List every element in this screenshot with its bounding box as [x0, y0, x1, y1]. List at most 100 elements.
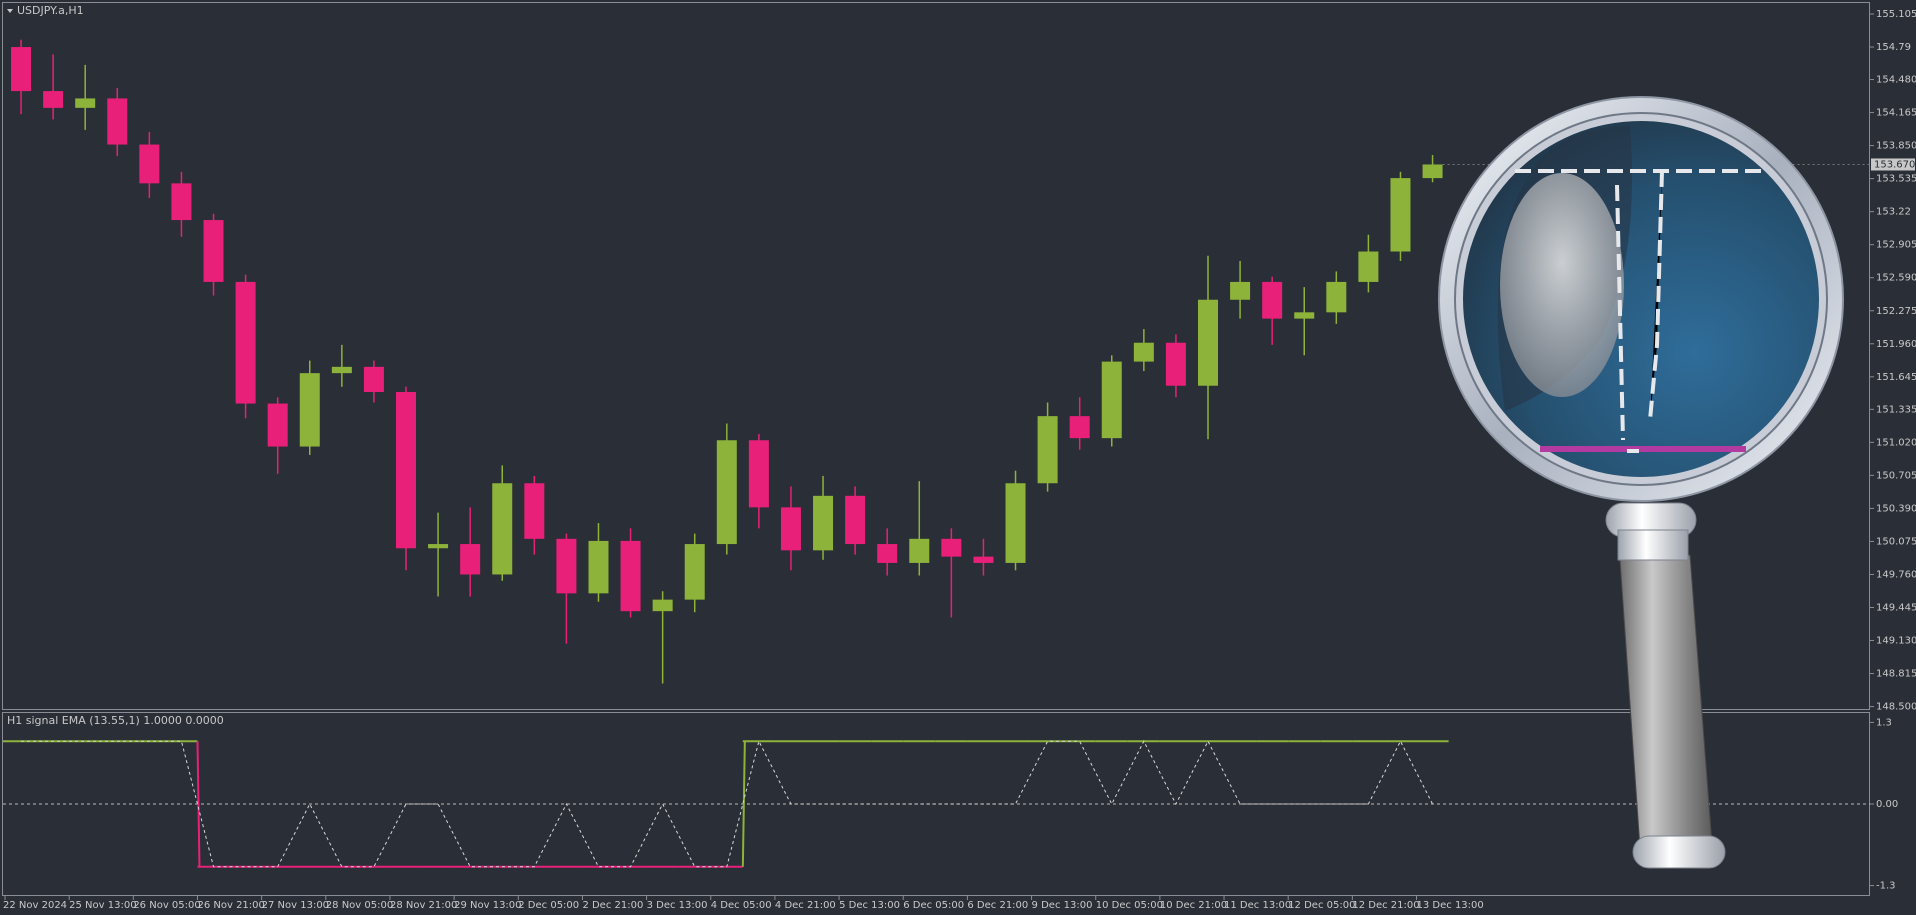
signal-switch [196, 741, 201, 867]
candle-body [1133, 342, 1154, 362]
y-tick-label: 154.480 [1876, 75, 1916, 86]
x-tick-label: 27 Nov 13:00 [262, 900, 329, 911]
candle-body [1262, 281, 1283, 319]
x-tick-label: 13 Dec 13:00 [1417, 900, 1484, 911]
candle-body [780, 507, 801, 551]
dashed-line [21, 739, 1434, 868]
x-tick-label: 11 Dec 13:00 [1224, 900, 1291, 911]
candle-body [1358, 251, 1379, 282]
y-tick-label: 153.22 [1876, 207, 1911, 218]
x-tick-label: 9 Dec 13:00 [1032, 900, 1093, 911]
menu-arrow [7, 9, 13, 13]
candle-body [524, 483, 545, 539]
candle-body [620, 540, 641, 612]
main-pane-frame [2, 2, 1870, 710]
y-tick-label: -1.3 [1876, 881, 1896, 892]
candle-body [1101, 361, 1122, 439]
x-tick-label: 29 Nov 13:00 [454, 900, 521, 911]
plot-area: 155.105 154.79 154.480 154.165 153.850 153.53… [3, 9, 1916, 911]
y-tick-label: 1.3 [1876, 717, 1892, 728]
candle-body [1294, 312, 1315, 319]
x-tick-label: 28 Nov 21:00 [390, 900, 457, 911]
y-tick-label: 152.590 [1876, 273, 1916, 284]
y-tick-label: 153.535 [1876, 174, 1916, 185]
x-tick-label: 4 Dec 05:00 [711, 900, 772, 911]
candle-body [941, 538, 962, 557]
signal-switch [741, 741, 746, 867]
x-tick-label: 10 Dec 21:00 [1160, 900, 1227, 911]
x-tick-label: 5 Dec 13:00 [839, 900, 900, 911]
x-tick-label: 10 Dec 05:00 [1096, 900, 1163, 911]
candle-body [845, 495, 866, 545]
x-tick-label: 25 Nov 13:00 [69, 900, 136, 911]
candle-body [684, 544, 705, 600]
candle-body [363, 366, 384, 393]
x-tick-label: 26 Nov 21:00 [197, 900, 264, 911]
candle-body [43, 91, 64, 108]
candle-body [1005, 483, 1026, 563]
x-tick-label: 6 Dec 21:00 [967, 900, 1028, 911]
y-tick-label: 149.130 [1876, 636, 1916, 647]
x-tick-label: 12 Dec 05:00 [1288, 900, 1355, 911]
candle-body [1037, 416, 1058, 484]
candle-body [813, 495, 834, 551]
candle-body [877, 544, 898, 563]
candle-body [460, 544, 481, 575]
y-tick-label: 149.760 [1876, 569, 1916, 580]
candle-body [139, 144, 160, 184]
candle-body [1422, 164, 1443, 179]
y-tick-label: 0.00 [1876, 799, 1898, 810]
x-tick-label: 2 Dec 21:00 [582, 900, 643, 911]
y-tick-label: 150.705 [1876, 470, 1916, 481]
candle-body [1230, 281, 1251, 300]
x-tick-label: 28 Nov 05:00 [326, 900, 393, 911]
candle-body [396, 392, 416, 549]
x-tick-label: 4 Dec 21:00 [775, 900, 836, 911]
x-tick-label: 12 Dec 21:00 [1352, 900, 1419, 911]
candle-body [267, 403, 288, 447]
candle-body [75, 98, 96, 108]
y-tick-label: 151.645 [1876, 372, 1916, 383]
candle-body [588, 540, 609, 594]
last-price-box [1871, 158, 1915, 171]
y-tick-label: 149.445 [1876, 602, 1916, 613]
candle-body [1165, 342, 1186, 386]
x-tick-label: 2 Dec 05:00 [518, 900, 579, 911]
y-tick-label: 154.79 [1876, 42, 1911, 53]
x-tick-label: 6 Dec 05:00 [903, 900, 964, 911]
candle-body [235, 281, 256, 404]
candle-body [973, 556, 994, 563]
y-tick-label: 155.105 [1876, 9, 1916, 20]
candle-body [1326, 281, 1347, 313]
y-tick-label: 154.165 [1876, 108, 1916, 119]
y-tick-label: 148.500 [1876, 702, 1916, 713]
candle-body [1069, 416, 1090, 439]
candle-body [1198, 299, 1218, 386]
x-tick-label: 22 Nov 2024 [3, 900, 67, 911]
candle-body [11, 47, 32, 92]
candle-body [299, 373, 320, 447]
y-tick-label: 148.815 [1876, 669, 1916, 680]
y-tick-label: 151.960 [1876, 339, 1916, 350]
chart-title: USDJPY.a,H1 [17, 4, 84, 17]
y-tick-label: 153.850 [1876, 141, 1916, 152]
x-tick-label: 3 Dec 13:00 [647, 900, 708, 911]
candle-body [171, 183, 192, 221]
candle-body [748, 440, 769, 508]
y-tick-label: 152.275 [1876, 306, 1916, 317]
y-tick-label: 151.335 [1876, 404, 1916, 415]
indicator-title: H1 signal EMA (13.55,1) 1.0000 0.0000 [7, 714, 224, 727]
candle-body [909, 538, 930, 563]
y-tick-label: 150.390 [1876, 503, 1916, 514]
candle-body [492, 483, 513, 575]
candle-body [1390, 178, 1411, 252]
candle-body [716, 440, 737, 545]
y-tick-label: 151.020 [1876, 437, 1916, 448]
x-tick-label: 26 Nov 05:00 [133, 900, 200, 911]
last-price-label: 153.670 [1874, 159, 1915, 170]
candle-body [107, 98, 128, 145]
candle-body [331, 366, 352, 374]
candle-body [556, 538, 577, 594]
